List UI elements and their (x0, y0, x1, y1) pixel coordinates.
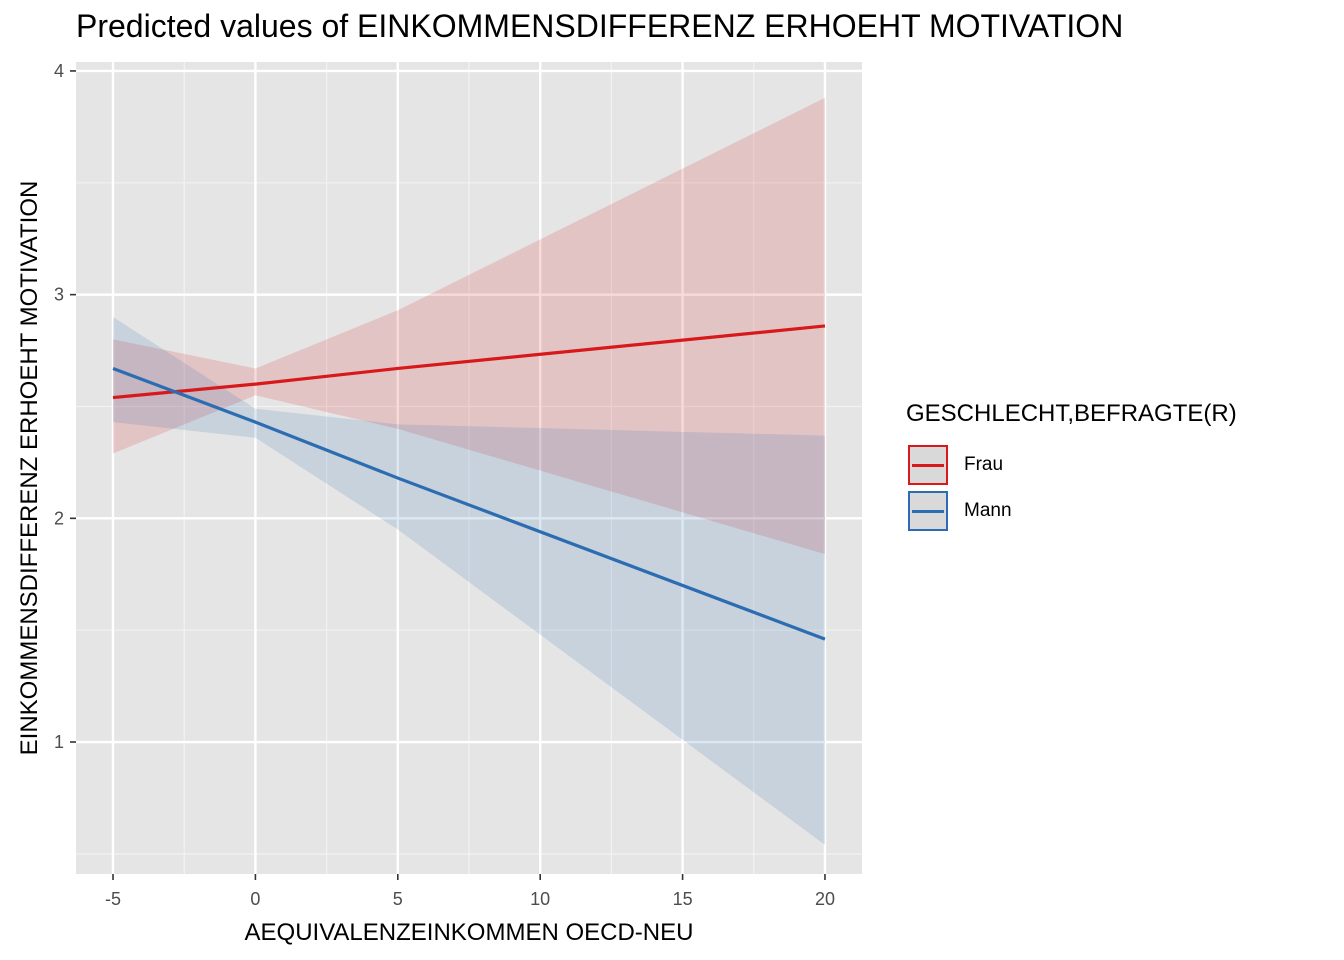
legend-label-frau: Frau (964, 454, 1004, 475)
legend-key-mann (908, 491, 948, 531)
y-tick-label: 1 (54, 732, 64, 752)
minor-gridlines (76, 62, 862, 874)
legend-line-mann (912, 510, 944, 513)
x-axis-title: AEQUIVALENZEINKOMMEN OECD-NEU (245, 919, 694, 946)
y-tick-label: 4 (54, 61, 64, 81)
legend-label-mann: Mann (964, 500, 1012, 521)
legend-key-frau (908, 445, 948, 485)
legend-title: GESCHLECHT,BEFRAGTE(R) (906, 400, 1237, 427)
y-axis-title: EINKOMMENSDIFFERENZ ERHOEHT MOTIVATION (16, 181, 43, 756)
x-tick-label: 10 (530, 889, 550, 909)
legend: GESCHLECHT,BEFRAGTE(R) Frau Mann (906, 400, 1237, 534)
legend-item-frau: Frau (906, 442, 1237, 488)
confidence-band-frau (113, 97, 825, 555)
x-tick-label: 0 (250, 889, 260, 909)
series-line-mann (112, 366, 826, 641)
y-tick-label: 3 (54, 285, 64, 305)
chart-title: Predicted values of EINKOMMENSDIFFERENZ … (76, 8, 1124, 44)
series-line-frau (112, 324, 826, 400)
x-tick-label: 20 (815, 889, 835, 909)
x-tick-label: 15 (673, 889, 693, 909)
x-tick-label: -5 (105, 889, 121, 909)
x-tick-label: 5 (393, 889, 403, 909)
y-tick-label: 2 (54, 508, 64, 528)
confidence-band-mann (113, 317, 825, 845)
major-gridlines (76, 62, 862, 874)
legend-line-frau (912, 464, 944, 467)
confidence-ribbons (113, 97, 825, 845)
legend-item-mann: Mann (906, 488, 1237, 534)
prediction-lines (112, 324, 826, 641)
axes: -5 0 5 10 15 20 1 2 3 4 (54, 61, 835, 909)
